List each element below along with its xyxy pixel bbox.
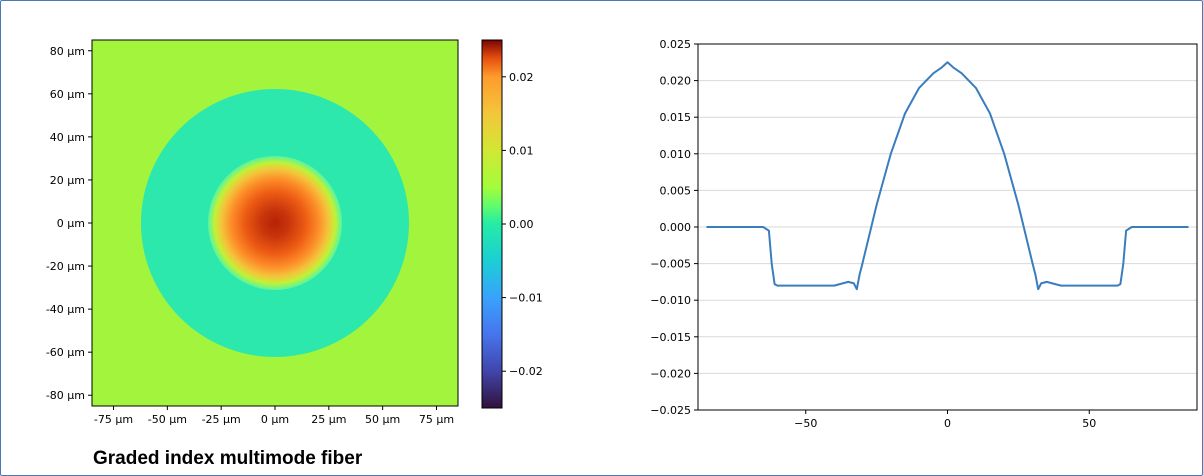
line-plot-x-tick-label: −50 xyxy=(794,417,817,430)
heatmap-y-tick: 80 µm xyxy=(50,45,92,58)
colorbar-tick-label: −0.01 xyxy=(509,292,543,305)
graded-core xyxy=(208,156,342,290)
line-plot-x-tick: 50 xyxy=(1082,410,1096,430)
line-plot-y-tick: 0.025 xyxy=(660,38,698,51)
line-plot-x-tick: 0 xyxy=(944,410,951,430)
line-plot-y-tick-label: −0.025 xyxy=(650,404,691,417)
heatmap-x-tick-label: -75 µm xyxy=(94,413,133,426)
series-line xyxy=(706,61,1189,291)
line-plot-y-tick-label: 0.000 xyxy=(660,221,692,234)
line-plot-y-tick-label: 0.005 xyxy=(660,184,692,197)
line-plot-y-tick: 0.015 xyxy=(660,111,698,124)
heatmap-x-tick-label: 75 µm xyxy=(419,413,454,426)
line-plot-y-ticks: 0.025 0.020 0.015 0.010 0.005 0.000 −0.005 −0.0… xyxy=(650,38,698,417)
colorbar-tick-label: 0.00 xyxy=(509,218,534,231)
colorbar-tick: 0.02 xyxy=(502,71,534,84)
heatmap-y-tick-label: -60 µm xyxy=(46,346,85,359)
colorbar-tick-label: −0.02 xyxy=(509,365,543,378)
line-plot-grid xyxy=(698,43,1197,411)
line-plot-panel: 0.025 0.020 0.015 0.010 0.005 0.000 −0.005 −0.0… xyxy=(650,38,1198,430)
heatmap-y-tick-label: 40 µm xyxy=(50,131,85,144)
heatmap-x-tick-label: 25 µm xyxy=(311,413,346,426)
line-plot-y-tick: −0.025 xyxy=(650,404,698,417)
colorbar-tick-label: 0.02 xyxy=(509,71,534,84)
line-plot-y-tick: −0.020 xyxy=(650,367,698,380)
colorbar-tick: 0.00 xyxy=(502,218,534,231)
line-plot-x-ticks: −50 0 50 xyxy=(794,410,1096,430)
heatmap-x-tick: -75 µm xyxy=(94,406,133,426)
heatmap-y-tick-label: -20 µm xyxy=(46,260,85,273)
line-plot-y-tick: 0.020 xyxy=(660,75,698,88)
heatmap-y-tick-label: -40 µm xyxy=(46,303,85,316)
heatmap-x-tick-label: 0 µm xyxy=(261,413,289,426)
line-plot-y-tick: 0.000 xyxy=(660,221,698,234)
line-plot-y-tick: −0.005 xyxy=(650,258,698,271)
heatmap-y-ticks: 80 µm 60 µm 40 µm 20 µm 0 µm -20 µm -40 µm -60 … xyxy=(46,45,92,402)
heatmap-y-tick: 60 µm xyxy=(50,88,92,101)
line-plot-y-tick-label: −0.015 xyxy=(650,331,691,344)
line-plot-y-tick: −0.015 xyxy=(650,331,698,344)
line-plot-y-tick-label: 0.015 xyxy=(660,111,692,124)
line-plot-y-tick-label: −0.020 xyxy=(650,367,691,380)
heatmap-y-tick: 40 µm xyxy=(50,131,92,144)
heatmap-x-tick: 25 µm xyxy=(311,406,346,426)
heatmap-x-ticks: -75 µm -50 µm -25 µm 0 µm 25 µm 50 µm 75 µm xyxy=(94,406,454,426)
heatmap-y-tick: -60 µm xyxy=(46,346,92,359)
heatmap-x-tick: -25 µm xyxy=(202,406,241,426)
colorbar-tick: −0.02 xyxy=(502,365,543,378)
line-plot-y-tick-label: 0.020 xyxy=(660,75,692,88)
line-plot-y-tick: −0.010 xyxy=(650,294,698,307)
heatmap-y-tick: -80 µm xyxy=(46,389,92,402)
heatmap-y-tick-label: 20 µm xyxy=(50,174,85,187)
heatmap-y-tick-label: 60 µm xyxy=(50,88,85,101)
heatmap-y-tick: -40 µm xyxy=(46,303,92,316)
line-plot-x-tick: −50 xyxy=(794,410,817,430)
heatmap-y-tick-label: -80 µm xyxy=(46,389,85,402)
heatmap-panel: 80 µm 60 µm 40 µm 20 µm 0 µm -20 µm -40 µm -60 … xyxy=(46,39,459,426)
line-plot-x-tick-label: 50 xyxy=(1082,417,1096,430)
colorbar-tick: 0.01 xyxy=(502,144,534,157)
colorbar-gradient xyxy=(481,39,503,409)
line-plot-y-tick-label: −0.010 xyxy=(650,294,691,307)
heatmap-x-tick: -50 µm xyxy=(148,406,187,426)
heatmap-x-tick: 50 µm xyxy=(365,406,400,426)
line-plot-y-tick: 0.010 xyxy=(660,148,698,161)
heatmap-x-tick-label: -50 µm xyxy=(148,413,187,426)
line-plot-y-tick-label: −0.005 xyxy=(650,258,691,271)
heatmap-y-tick: -20 µm xyxy=(46,260,92,273)
heatmap-y-tick-label: 0 µm xyxy=(57,217,85,230)
line-plot-y-tick-label: 0.025 xyxy=(660,38,692,51)
colorbar-tick: −0.01 xyxy=(502,292,543,305)
heatmap-y-tick: 0 µm xyxy=(57,217,92,230)
heatmap-x-tick-label: -25 µm xyxy=(202,413,241,426)
heatmap-y-tick-label: 80 µm xyxy=(50,45,85,58)
colorbar: 0.02 0.01 0.00 −0.01 −0.02 xyxy=(481,39,543,409)
line-plot-y-tick: 0.005 xyxy=(660,184,698,197)
heatmap-y-tick: 20 µm xyxy=(50,174,92,187)
colorbar-ticks: 0.02 0.01 0.00 −0.01 −0.02 xyxy=(502,71,543,378)
colorbar-tick-label: 0.01 xyxy=(509,144,534,157)
heatmap-x-tick: 0 µm xyxy=(261,406,289,426)
line-plot-x-tick-label: 0 xyxy=(944,417,951,430)
figure-caption: Graded index multimode fiber xyxy=(93,448,363,469)
line-plot-y-tick-label: 0.010 xyxy=(660,148,692,161)
heatmap-x-tick-label: 50 µm xyxy=(365,413,400,426)
heatmap-x-tick: 75 µm xyxy=(419,406,454,426)
